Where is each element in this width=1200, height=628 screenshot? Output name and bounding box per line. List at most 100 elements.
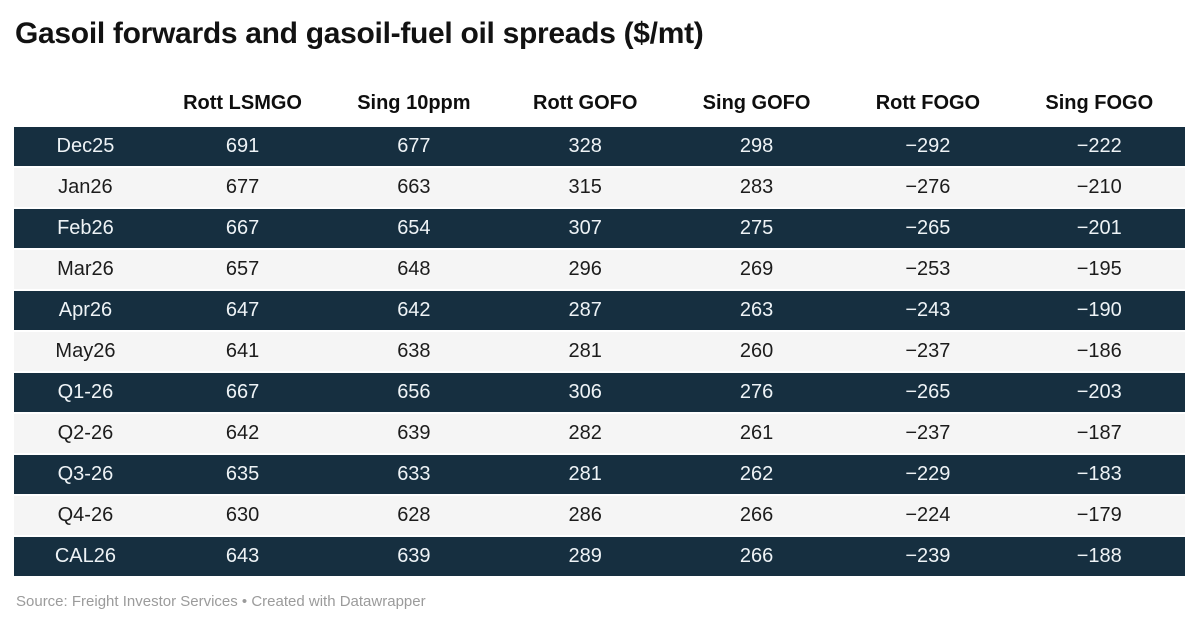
cell-feb26-sing-gofo: 275 [670,208,843,248]
row-label: Q4-26 [14,495,157,535]
cell-dec25-sing-gofo: 298 [670,126,843,166]
cell-apr26-rott-fogo: −243 [842,290,1014,330]
cell-dec25-rott-gofo: 328 [499,126,671,166]
cell-q1-26-rott-lsmgo: 667 [156,372,329,412]
cell-jan26-rott-gofo: 315 [499,167,671,207]
table-row-feb26: Feb26 667 654 307 275 −265 −201 [14,208,1185,248]
column-header-sing-gofo: Sing GOFO [702,91,811,114]
table-row-dec25: Dec25 691 677 328 298 −292 −222 [14,126,1185,166]
cell-q3-26-rott-fogo: −229 [842,454,1014,494]
cell-apr26-sing-10ppm: 642 [328,290,500,330]
table-row-q3-26: Q3-26 635 633 281 262 −229 −183 [14,454,1185,494]
cell-cal26-rott-lsmgo: 643 [156,536,329,576]
cell-jan26-rott-lsmgo: 677 [156,167,329,207]
column-header-sing-fogo: Sing FOGO [1045,91,1154,114]
cell-q2-26-rott-lsmgo: 642 [156,413,329,453]
cell-may26-sing-10ppm: 638 [328,331,500,371]
row-label-header [14,78,157,125]
row-label: Q2-26 [14,413,157,453]
column-header-rott-lsmgo: Rott LSMGO [183,91,302,114]
header-row: Rott LSMGO Sing 10ppm Rott GOFO Sing GOFO Ro… [14,78,1185,125]
cell-mar26-sing-10ppm: 648 [328,249,500,289]
cell-mar26-rott-gofo: 296 [499,249,671,289]
cell-jan26-sing-10ppm: 663 [328,167,500,207]
cell-q1-26-rott-fogo: −265 [842,372,1014,412]
cell-cal26-sing-gofo: 266 [670,536,843,576]
cell-may26-sing-fogo: −186 [1013,331,1185,371]
cell-dec25-rott-fogo: −292 [842,126,1014,166]
table-row-mar26: Mar26 657 648 296 269 −253 −195 [14,249,1185,289]
row-label: Mar26 [14,249,157,289]
cell-jan26-sing-gofo: 283 [670,167,843,207]
cell-q4-26-rott-lsmgo: 630 [156,495,329,535]
cell-may26-rott-gofo: 281 [499,331,671,371]
cell-jan26-rott-fogo: −276 [842,167,1014,207]
chart-title: Gasoil forwards and gasoil-fuel oil spre… [15,17,704,50]
cell-q1-26-sing-fogo: −203 [1013,372,1185,412]
cell-apr26-rott-lsmgo: 647 [156,290,329,330]
cell-dec25-sing-fogo: −222 [1013,126,1185,166]
cell-q1-26-sing-gofo: 276 [670,372,843,412]
table-row-jan26: Jan26 677 663 315 283 −276 −210 [14,167,1185,207]
row-label: Apr26 [14,290,157,330]
cell-q4-26-rott-gofo: 286 [499,495,671,535]
cell-q2-26-rott-fogo: −237 [842,413,1014,453]
table-body: Dec25 691 677 328 298 −292 −222 Jan26 677 663 315 2… [14,126,1185,576]
cell-may26-rott-lsmgo: 641 [156,331,329,371]
row-label: Q1-26 [14,372,157,412]
row-label: CAL26 [14,536,157,576]
cell-q2-26-sing-gofo: 261 [670,413,843,453]
cell-q1-26-sing-10ppm: 656 [328,372,500,412]
table-row-q4-26: Q4-26 630 628 286 266 −224 −179 [14,495,1185,535]
table-row-apr26: Apr26 647 642 287 263 −243 −190 [14,290,1185,330]
cell-dec25-sing-10ppm: 677 [328,126,500,166]
table-row-may26: May26 641 638 281 260 −237 −186 [14,331,1185,371]
cell-feb26-sing-fogo: −201 [1013,208,1185,248]
cell-feb26-rott-gofo: 307 [499,208,671,248]
cell-q4-26-sing-10ppm: 628 [328,495,500,535]
row-label: Q3-26 [14,454,157,494]
row-label: Feb26 [14,208,157,248]
cell-cal26-sing-fogo: −188 [1013,536,1185,576]
cell-may26-rott-fogo: −237 [842,331,1014,371]
column-header-sing-10ppm: Sing 10ppm [357,91,471,114]
row-label: May26 [14,331,157,371]
cell-mar26-sing-gofo: 269 [670,249,843,289]
cell-q3-26-sing-10ppm: 633 [328,454,500,494]
cell-cal26-rott-fogo: −239 [842,536,1014,576]
row-label: Jan26 [14,167,157,207]
cell-q4-26-rott-fogo: −224 [842,495,1014,535]
cell-feb26-rott-lsmgo: 667 [156,208,329,248]
cell-feb26-rott-fogo: −265 [842,208,1014,248]
cell-apr26-sing-gofo: 263 [670,290,843,330]
cell-mar26-rott-fogo: −253 [842,249,1014,289]
cell-jan26-sing-fogo: −210 [1013,167,1185,207]
cell-q2-26-sing-10ppm: 639 [328,413,500,453]
cell-may26-sing-gofo: 260 [670,331,843,371]
forwards-spreads-table: Rott LSMGO Sing 10ppm Rott GOFO Sing GOFO Ro… [14,76,1185,578]
cell-q3-26-sing-gofo: 262 [670,454,843,494]
cell-q3-26-sing-fogo: −183 [1013,454,1185,494]
cell-q4-26-sing-fogo: −179 [1013,495,1185,535]
table-row-cal26: CAL26 643 639 289 266 −239 −188 [14,536,1185,576]
cell-q2-26-rott-gofo: 282 [499,413,671,453]
cell-cal26-sing-10ppm: 639 [328,536,500,576]
cell-q4-26-sing-gofo: 266 [670,495,843,535]
cell-cal26-rott-gofo: 289 [499,536,671,576]
cell-q1-26-rott-gofo: 306 [499,372,671,412]
cell-feb26-sing-10ppm: 654 [328,208,500,248]
table-header: Rott LSMGO Sing 10ppm Rott GOFO Sing GOFO Ro… [14,78,1185,125]
cell-dec25-rott-lsmgo: 691 [156,126,329,166]
cell-apr26-sing-fogo: −190 [1013,290,1185,330]
cell-mar26-sing-fogo: −195 [1013,249,1185,289]
cell-q2-26-sing-fogo: −187 [1013,413,1185,453]
row-label: Dec25 [14,126,157,166]
cell-mar26-rott-lsmgo: 657 [156,249,329,289]
column-header-rott-fogo: Rott FOGO [875,91,981,114]
cell-apr26-rott-gofo: 287 [499,290,671,330]
source-note: Source: Freight Investor Services • Crea… [16,593,426,610]
column-header-rott-gofo: Rott GOFO [533,91,638,114]
cell-q3-26-rott-lsmgo: 635 [156,454,329,494]
table-row-q1-26: Q1-26 667 656 306 276 −265 −203 [14,372,1185,412]
